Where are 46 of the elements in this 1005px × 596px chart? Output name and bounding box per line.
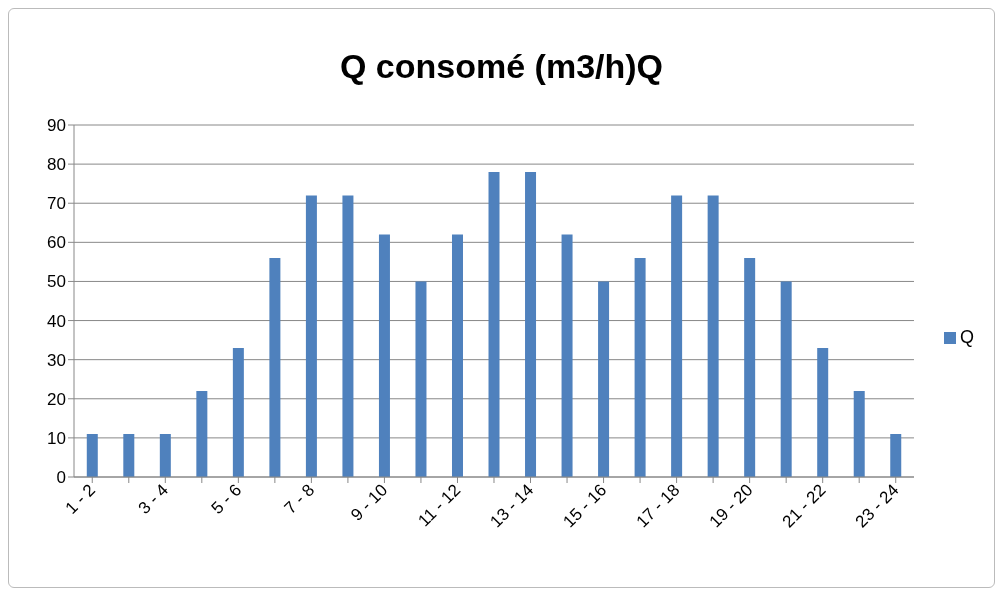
bar xyxy=(159,433,171,477)
y-tick-label: 40 xyxy=(47,311,66,331)
x-tick-label: 23 - 24 xyxy=(851,480,903,532)
bar xyxy=(378,234,390,477)
bar xyxy=(488,171,500,477)
x-tick-label: 7 - 8 xyxy=(280,480,319,518)
bar xyxy=(890,433,902,477)
y-tick-label: 90 xyxy=(47,116,66,136)
x-tick-label: 9 - 10 xyxy=(347,480,392,525)
x-tick-label: 15 - 16 xyxy=(559,480,611,532)
bar xyxy=(671,195,683,477)
bar xyxy=(232,347,244,477)
y-tick-label: 80 xyxy=(47,155,66,175)
bar xyxy=(305,195,317,477)
y-tick-label: 60 xyxy=(47,233,66,253)
bar xyxy=(598,281,610,477)
y-tick-label: 50 xyxy=(47,272,66,292)
x-tick-label: 3 - 4 xyxy=(134,480,173,518)
legend-label: Q xyxy=(959,326,974,347)
x-tick-label: 13 - 14 xyxy=(486,480,538,532)
bar xyxy=(196,390,208,477)
y-tick-label: 70 xyxy=(47,194,66,214)
bar xyxy=(853,390,865,477)
bar xyxy=(342,195,354,477)
x-tick-label: 11 - 12 xyxy=(414,480,465,531)
x-tick-label: 5 - 6 xyxy=(207,480,246,518)
x-tick-label: 19 - 20 xyxy=(705,480,757,532)
bar xyxy=(780,281,792,477)
y-tick-label: 10 xyxy=(47,428,66,448)
bar xyxy=(817,347,829,477)
bar xyxy=(123,433,135,477)
bar xyxy=(415,281,427,477)
bar xyxy=(86,433,98,477)
y-tick-label: 30 xyxy=(47,350,66,370)
bar xyxy=(744,257,756,477)
x-tick-label: 21 - 22 xyxy=(778,480,830,532)
chart-title: Q consomé (m3/h)Q xyxy=(338,47,665,87)
y-tick-label: 0 xyxy=(56,468,66,488)
y-tick-label: 20 xyxy=(47,389,66,409)
bar xyxy=(634,257,646,477)
x-tick-label: 17 - 18 xyxy=(632,480,684,532)
bar xyxy=(707,195,719,477)
bar xyxy=(561,234,573,477)
bar xyxy=(269,257,281,477)
bar xyxy=(525,171,537,477)
bar xyxy=(451,234,463,477)
